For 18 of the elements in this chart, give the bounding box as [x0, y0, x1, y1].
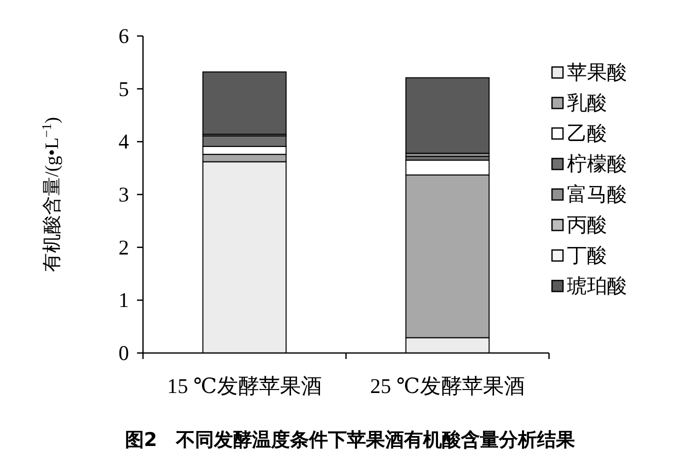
- y-tick-label: 3: [118, 182, 129, 206]
- legend-label: 丙酸: [567, 214, 607, 236]
- legend-label: 富马酸: [567, 183, 627, 206]
- x-tick-label: 25 ℃发酵苹果酒: [370, 374, 525, 398]
- legend-label: 柠檬酸: [567, 154, 627, 176]
- y-tick-label: 1: [118, 288, 129, 312]
- legend-label: 丁酸: [567, 245, 607, 267]
- x-tick-label: 15 ℃发酵苹果酒: [167, 374, 322, 398]
- legend-label: 乙酸: [567, 123, 607, 145]
- legend-label: 琥珀酸: [567, 276, 627, 298]
- legend-label: 苹果酸: [567, 62, 627, 84]
- y-tick-label: 6: [118, 24, 129, 48]
- y-tick-label: 5: [118, 76, 129, 101]
- legend-label: 乳酸: [567, 92, 607, 114]
- y-tick-label: 4: [118, 130, 130, 154]
- text: 图2 不同发酵温度条件下苹果酒有机酸含量分析结果: [124, 429, 576, 451]
- y-tick-label: 2: [118, 235, 129, 260]
- y-tick-label: 0: [118, 341, 129, 365]
